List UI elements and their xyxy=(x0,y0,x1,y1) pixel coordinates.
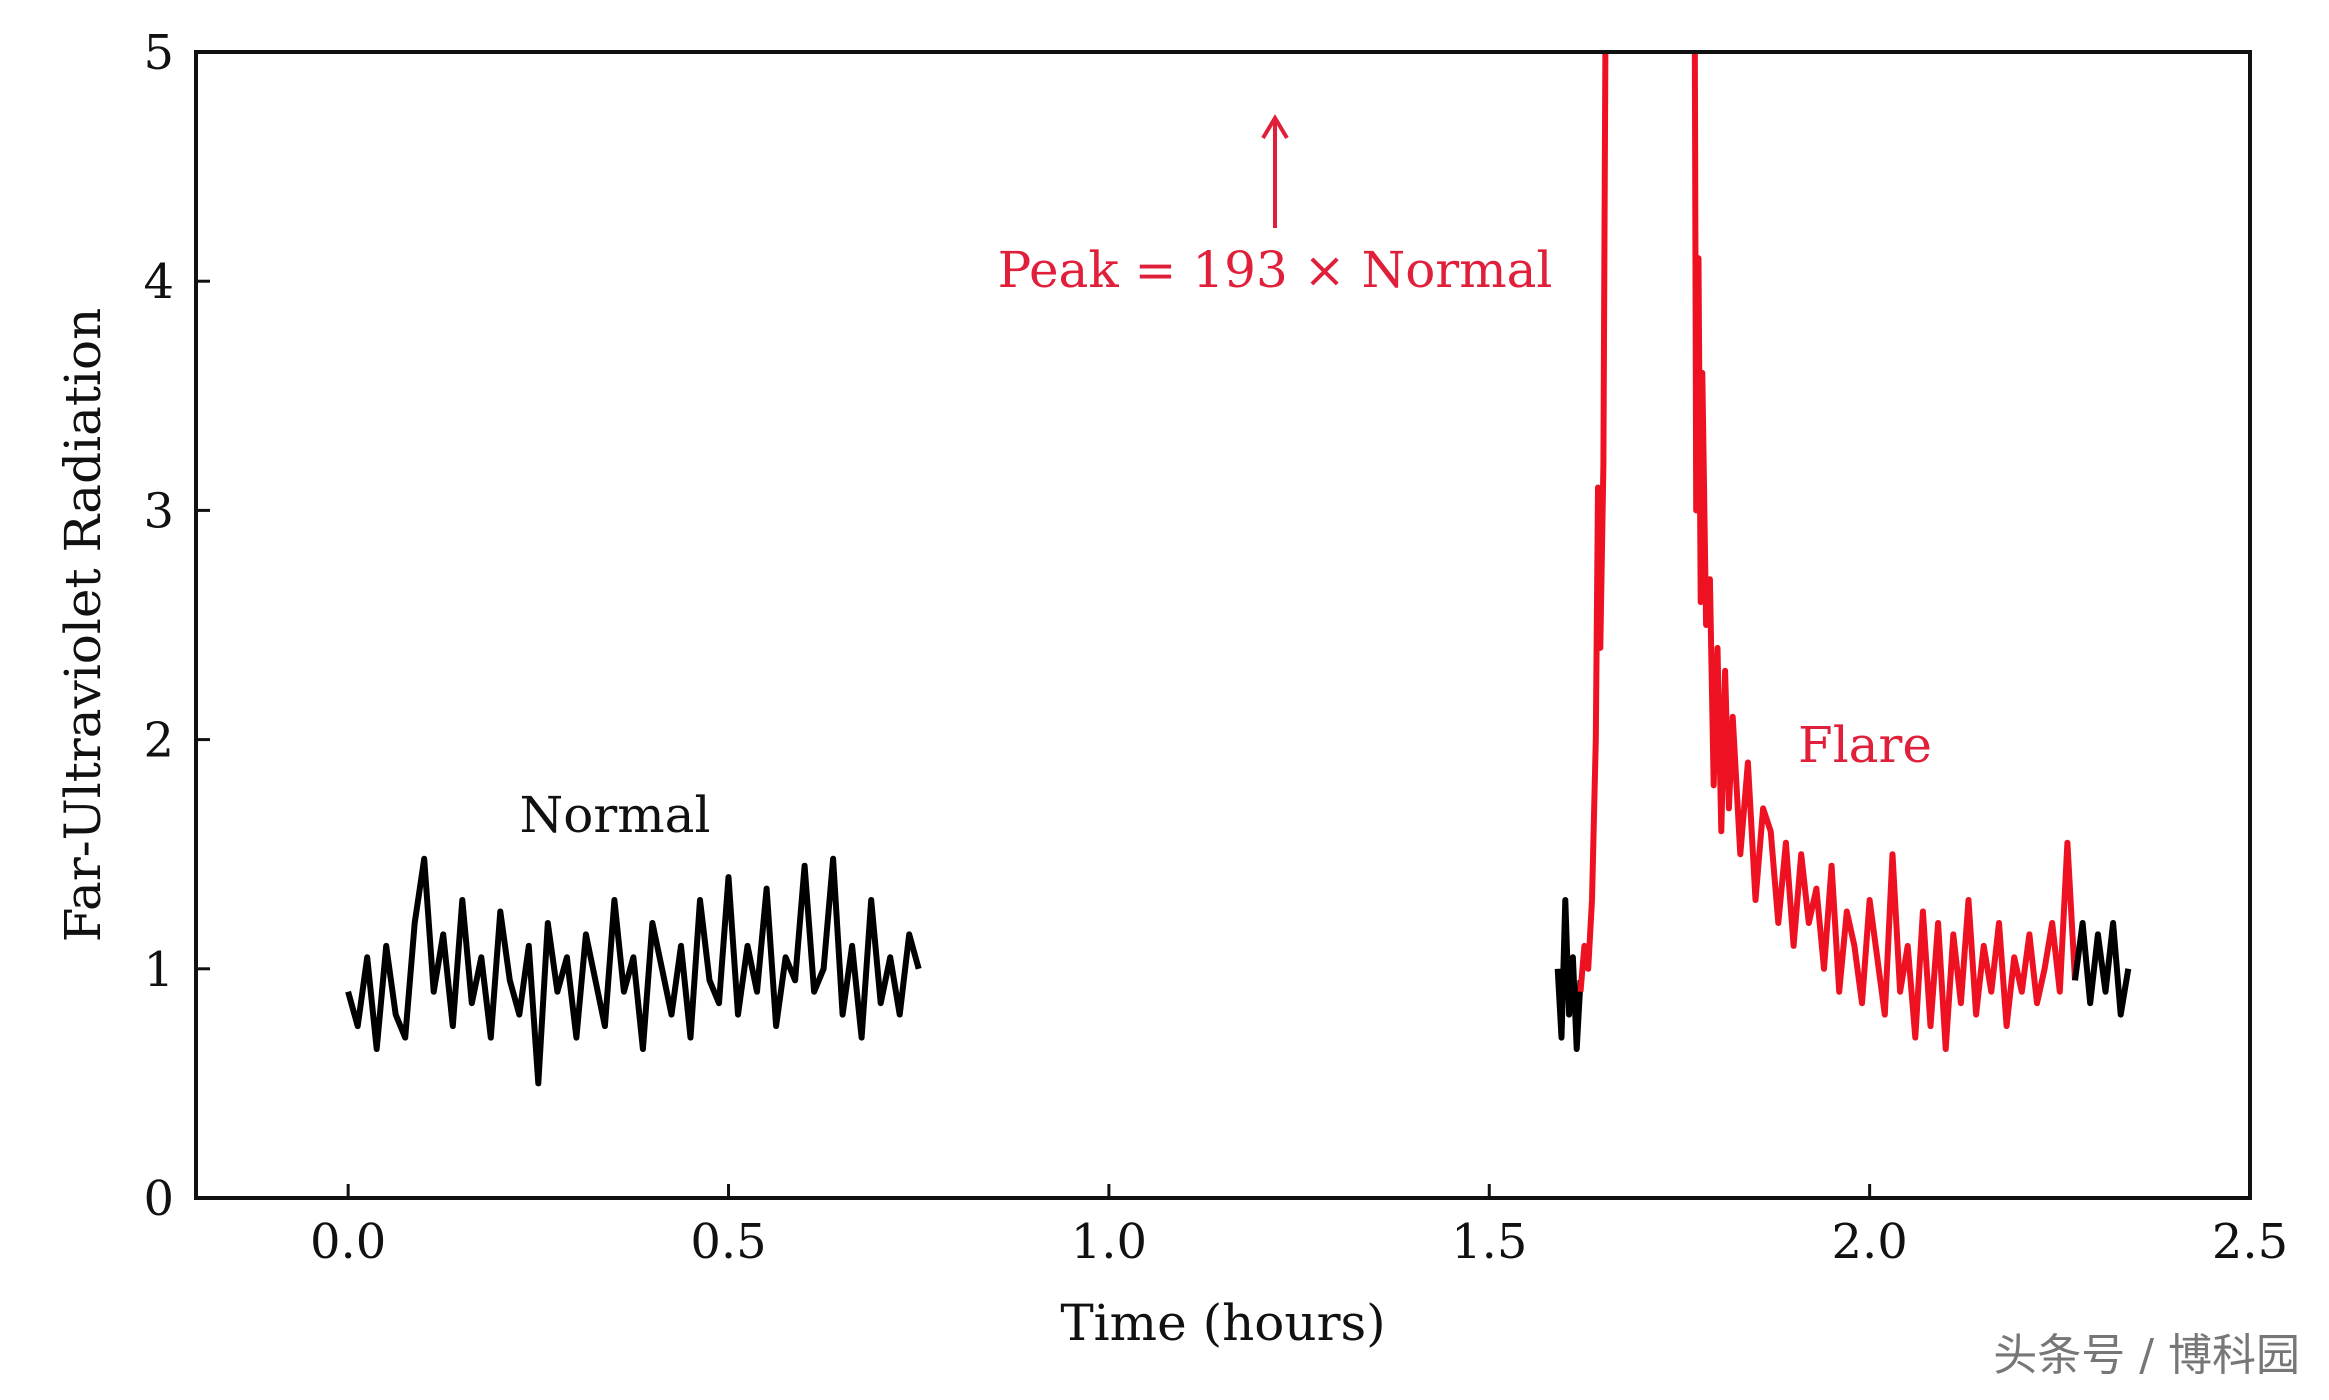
series-line-flare xyxy=(1577,52,2078,1052)
x-tick-label: 0.0 xyxy=(310,1214,386,1270)
y-tick-label: 1 xyxy=(143,942,174,998)
normal-annotation: Normal xyxy=(520,786,711,844)
series-line-normal xyxy=(345,855,922,1087)
y-tick-label: 3 xyxy=(143,483,174,539)
y-tick-label: 5 xyxy=(143,25,174,81)
x-tick-label: 1.0 xyxy=(1071,1214,1147,1270)
peak-annotation: Peak = 193 × Normal xyxy=(998,241,1553,299)
x-tick-label: 1.5 xyxy=(1451,1214,1527,1270)
peak-arrow-icon xyxy=(1261,114,1289,228)
flare-annotation: Flare xyxy=(1798,716,1932,774)
x-tick-label: 2.5 xyxy=(2212,1214,2288,1270)
y-axis-label: Far-Ultraviolet Radiation xyxy=(54,308,112,943)
series-line-post-flare xyxy=(2072,920,2132,1018)
y-tick-label: 0 xyxy=(143,1171,174,1227)
series-line-pre-flare xyxy=(1554,897,1584,1052)
y-tick-label: 4 xyxy=(143,254,174,310)
x-axis-label: Time (hours) xyxy=(1060,1294,1385,1352)
x-tick-label: 0.5 xyxy=(690,1214,766,1270)
watermark: 头条号 / 博科园 xyxy=(1993,1330,2300,1381)
plot-frame xyxy=(194,50,2252,1200)
y-tick-label: 2 xyxy=(143,713,174,769)
x-tick-label: 2.0 xyxy=(1831,1214,1907,1270)
